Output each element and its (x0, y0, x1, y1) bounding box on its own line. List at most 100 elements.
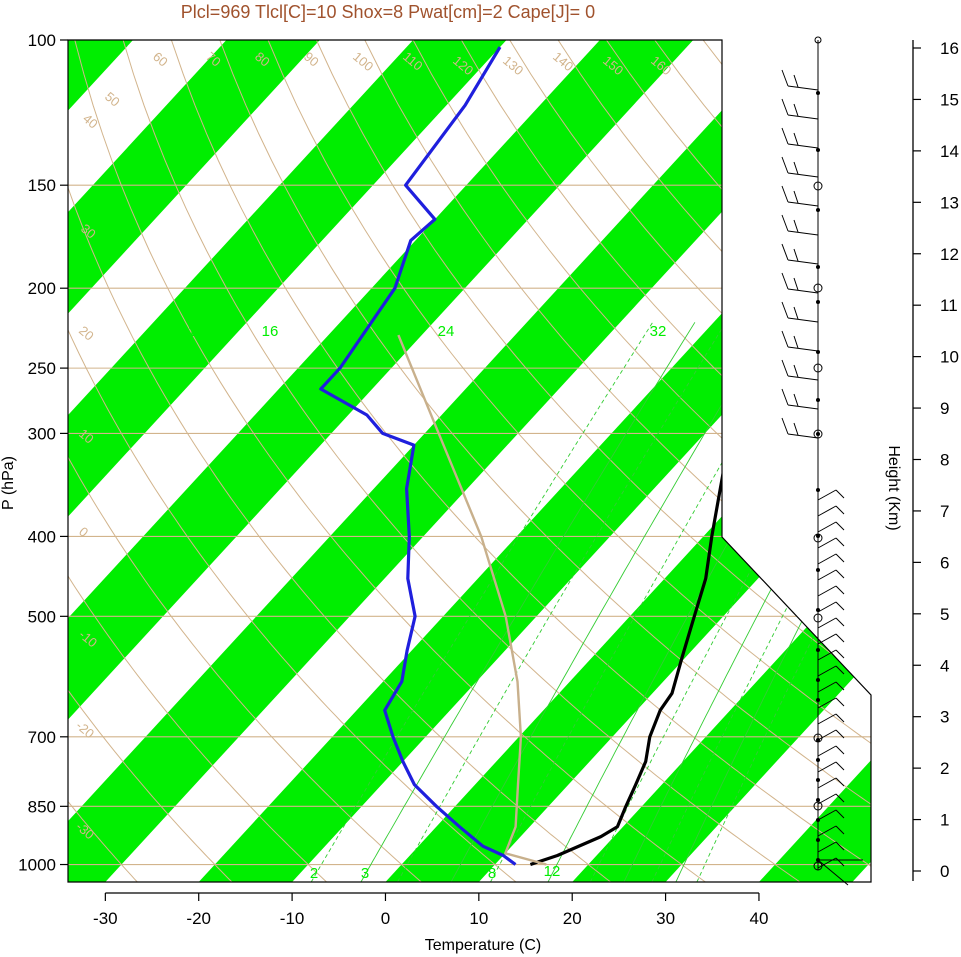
mixing-ratio-label: 16 (262, 323, 279, 340)
dry-adiabat-label: 100 (350, 49, 376, 74)
wind-barb-flag (793, 306, 799, 320)
x-tick-label: 0 (381, 909, 390, 928)
level-circle (813, 283, 823, 293)
wind-barb-flag (835, 489, 845, 499)
mixing-ratio-line (450, 322, 772, 882)
wind-barb (817, 489, 837, 501)
pressure-axis: 100 150 200 250 300 400 500 700 850 1000 (18, 31, 68, 875)
wind-barb (787, 433, 819, 439)
height-axis-label: Height (Km) (885, 445, 902, 530)
x-tick-label: -20 (186, 909, 211, 928)
level-dot (816, 350, 820, 354)
mixing-ratio-label: 12 (544, 863, 561, 880)
y-tick-label: 500 (28, 607, 56, 626)
wind-barb (817, 841, 837, 853)
dry-adiabat-label: 60 (150, 49, 171, 70)
wind-barb (787, 288, 819, 294)
mixing-ratio-label: 2 (310, 865, 318, 882)
dry-adiabat-label: -20 (73, 718, 97, 742)
isotherm-label: 10 (728, 333, 756, 361)
level-dot (816, 265, 820, 269)
wind-barb-flag (793, 74, 799, 88)
height-tick-label: 10 (940, 348, 959, 367)
wind-barb (817, 793, 837, 805)
dry-adiabat (751, 40, 871, 882)
level-circle (813, 533, 823, 543)
dry-adiabat (68, 40, 233, 882)
height-tick-label: 6 (940, 553, 949, 572)
y-tick-label: 200 (28, 279, 56, 298)
wind-barb-column (781, 36, 863, 886)
wind-barb (817, 537, 837, 549)
level-circle (813, 801, 823, 811)
dry-adiabat (68, 40, 138, 882)
wind-barb-flag (793, 335, 799, 349)
wind-barb-flag (793, 364, 799, 378)
mixing-ratio-label: 12 (188, 323, 205, 340)
height-tick-label: 11 (940, 296, 958, 315)
isotherm-label: 20 (728, 225, 756, 253)
wind-barb (817, 745, 837, 757)
height-tick-label: 4 (940, 656, 949, 675)
wind-barb-flag (835, 585, 845, 595)
wind-barb (787, 404, 819, 410)
isotherm-label: 30 (845, 640, 873, 668)
series-parcel-line (397, 334, 547, 866)
wind-barb (787, 143, 819, 149)
dry-adiabat (170, 40, 871, 882)
dry-adiabat (364, 40, 871, 882)
wind-barb-flag (835, 713, 845, 723)
level-circle (813, 363, 823, 373)
wind-barb (817, 809, 837, 821)
dry-adiabat (68, 40, 612, 882)
dry-adiabat (219, 40, 871, 882)
height-tick-label: 14 (940, 142, 959, 161)
wind-barb (817, 585, 837, 597)
height-tick-label: 7 (940, 502, 949, 521)
dry-adiabat (68, 40, 422, 882)
wind-barb-flag (835, 633, 845, 643)
surface-wind-barb (817, 859, 849, 886)
temperature-band (758, 40, 871, 882)
level-circle (813, 429, 823, 439)
level-dot (816, 608, 820, 612)
wind-barb-flag (835, 793, 845, 803)
level-dot (816, 568, 820, 572)
dry-adiabat (412, 40, 871, 882)
wind-barb-flag (835, 841, 845, 851)
level-dot (816, 798, 820, 802)
level-dot (816, 738, 820, 742)
wind-barb-flag (835, 569, 845, 579)
wind-barb-flag (781, 185, 789, 203)
x-tick-label: -10 (280, 909, 305, 928)
dry-adiabat-label: 50 (102, 89, 123, 110)
wind-barb-flag (835, 681, 845, 691)
isotherm-label: 10 (750, 533, 778, 561)
chart-title: Plcl=969 Tlcl[C]=10 Shox=8 Pwat[cm]=2 Ca… (181, 2, 595, 22)
level-dot (816, 534, 820, 538)
temperature-band (68, 40, 871, 882)
wind-barb (787, 259, 819, 265)
y-tick-label: 700 (28, 728, 56, 747)
wind-barb (817, 681, 837, 693)
level-dot (816, 678, 820, 682)
wind-barb-flag (793, 219, 799, 233)
wind-barb (817, 761, 837, 773)
wind-barb (817, 665, 837, 677)
dry-adiabat (74, 40, 706, 882)
wind-barb-flag (781, 156, 789, 174)
wind-barb-flag (835, 553, 845, 563)
wind-barb-flag (781, 359, 789, 377)
level-dot (816, 91, 820, 95)
y-axis-label: P (hPa) (0, 456, 17, 510)
wind-barb-flag (835, 649, 845, 659)
wind-barb-flag (793, 103, 799, 117)
dry-adiabat-label: 130 (500, 53, 526, 78)
temperature-band (68, 40, 694, 882)
wind-barb-flag (781, 417, 789, 435)
wind-barb (817, 521, 837, 533)
temperature-bands (68, 40, 871, 882)
height-tick-label: 16 (940, 39, 959, 58)
temperature-band (572, 40, 871, 882)
